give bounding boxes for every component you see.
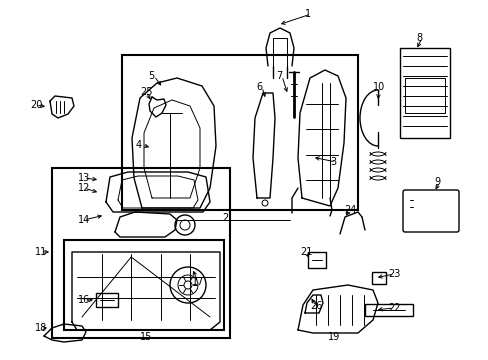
Text: 23: 23 <box>387 269 400 279</box>
Bar <box>371 272 385 284</box>
Text: 13: 13 <box>78 173 90 183</box>
Text: 14: 14 <box>78 215 90 225</box>
Text: 26: 26 <box>309 301 322 311</box>
Text: 6: 6 <box>256 82 262 92</box>
Text: 22: 22 <box>387 303 400 313</box>
Text: 10: 10 <box>372 82 385 92</box>
Text: 18: 18 <box>35 323 47 333</box>
Text: 11: 11 <box>35 247 47 257</box>
Text: 4: 4 <box>136 140 142 150</box>
Text: 25: 25 <box>140 87 152 97</box>
Text: 8: 8 <box>415 33 421 43</box>
Text: 17: 17 <box>192 277 204 287</box>
Text: 9: 9 <box>433 177 439 187</box>
Bar <box>96 293 118 307</box>
Text: 21: 21 <box>299 247 312 257</box>
Bar <box>122 55 357 210</box>
Bar <box>364 304 412 316</box>
Text: 7: 7 <box>275 71 282 81</box>
Text: 16: 16 <box>78 295 90 305</box>
Bar <box>399 48 449 138</box>
Text: 19: 19 <box>327 332 340 342</box>
Bar <box>64 240 224 330</box>
Text: 2: 2 <box>222 213 228 223</box>
Text: 20: 20 <box>30 100 42 110</box>
Text: 12: 12 <box>78 183 90 193</box>
Bar <box>404 78 444 113</box>
Text: 5: 5 <box>148 71 154 81</box>
Text: 3: 3 <box>329 157 335 167</box>
Text: 24: 24 <box>343 205 356 215</box>
Bar <box>307 252 325 268</box>
Text: 15: 15 <box>140 332 152 342</box>
Text: 1: 1 <box>305 9 310 19</box>
Bar <box>52 168 229 338</box>
